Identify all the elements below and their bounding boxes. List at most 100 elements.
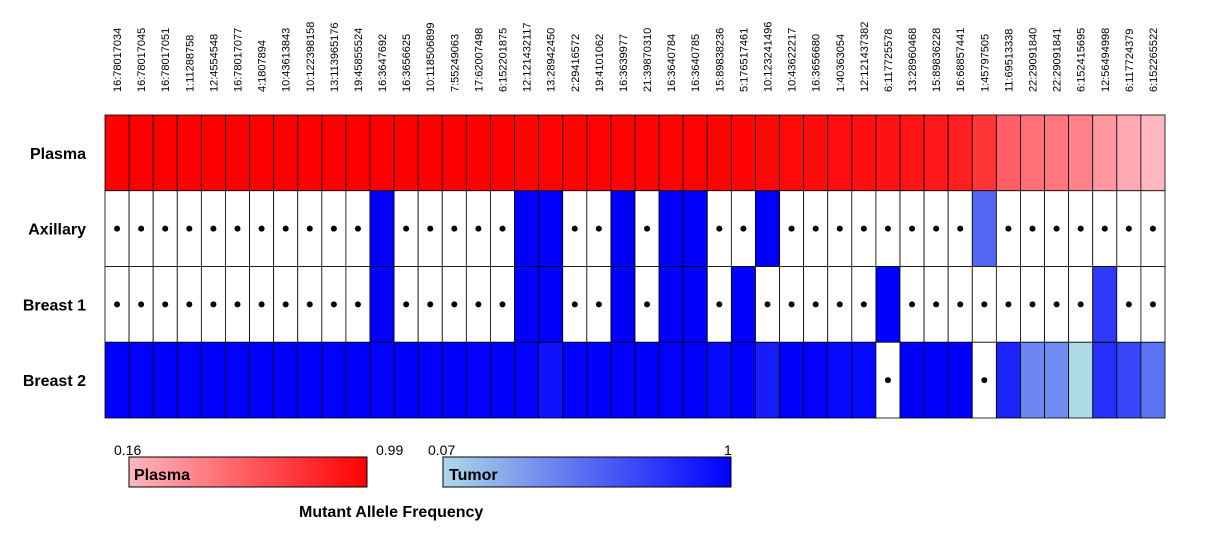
column-label: 13:28960468 xyxy=(907,28,919,92)
heatmap-cell xyxy=(851,341,877,419)
zero-marker-dot xyxy=(499,301,506,308)
heatmap-cell xyxy=(706,341,732,419)
heatmap-cell xyxy=(1116,341,1142,419)
column-label: 13:28942450 xyxy=(546,28,558,92)
heatmap-cell xyxy=(562,341,588,419)
heatmap-cell xyxy=(345,341,371,419)
column-label: 1:40363054 xyxy=(835,34,847,92)
heatmap-cell xyxy=(682,341,708,419)
heatmap-cell xyxy=(225,114,250,192)
column-label: 13:113965176 xyxy=(329,22,341,92)
heatmap-cell xyxy=(273,341,299,419)
zero-marker-dot xyxy=(427,225,434,232)
zero-marker-dot xyxy=(1125,301,1132,308)
heatmap-cell xyxy=(851,114,877,192)
column-label: 6:117724379 xyxy=(1124,29,1136,92)
zero-marker-dot xyxy=(860,225,867,232)
heatmap-cell xyxy=(369,114,395,192)
heatmap-cell xyxy=(393,341,419,419)
plasma-legend-bar xyxy=(128,456,368,488)
zero-marker-dot xyxy=(933,301,940,308)
heatmap-cell xyxy=(947,341,973,419)
heatmap-cell xyxy=(321,341,347,419)
column-label: 2:29416572 xyxy=(570,34,582,92)
column-label: 10:122398158 xyxy=(305,22,317,92)
plasma-legend-max: 0.99 xyxy=(376,442,403,458)
column-label: 16:78017045 xyxy=(136,28,148,92)
column-label: 15:89838236 xyxy=(714,28,726,92)
zero-marker-dot xyxy=(909,225,916,232)
column-label: 6:152265522 xyxy=(1148,28,1160,92)
zero-marker-dot xyxy=(451,225,458,232)
zero-marker-dot xyxy=(499,225,506,232)
heatmap-cell xyxy=(682,114,708,192)
column-label: 22:29091840 xyxy=(1028,28,1040,92)
heatmap-cell xyxy=(875,114,901,192)
column-label: 5:176517461 xyxy=(738,28,750,92)
heatmap-cell xyxy=(200,114,226,192)
heatmap-cell xyxy=(755,190,780,267)
heatmap-cell xyxy=(514,266,540,343)
column-label: 6:117725578 xyxy=(883,29,895,92)
zero-marker-dot xyxy=(788,301,795,308)
heatmap-cell xyxy=(152,266,178,343)
heatmap-cell xyxy=(947,114,973,192)
heatmap-cell xyxy=(273,190,299,267)
zero-marker-dot xyxy=(1125,225,1132,232)
column-label: 12:56494998 xyxy=(1100,28,1112,92)
heatmap-cell xyxy=(538,341,564,419)
heatmap-cell xyxy=(345,114,371,192)
heatmap-cell xyxy=(827,341,853,419)
zero-marker-dot xyxy=(475,225,482,232)
heatmap-cell xyxy=(586,114,612,192)
heatmap-cell xyxy=(1140,114,1166,192)
heatmap-cell xyxy=(417,341,443,419)
column-label: 6:152201875 xyxy=(498,28,510,92)
column-label: 16:3647692 xyxy=(377,34,389,92)
zero-marker-dot xyxy=(595,225,602,232)
zero-marker-dot xyxy=(186,301,193,308)
column-label: 10:118506899 xyxy=(425,22,437,92)
zero-marker-dot xyxy=(354,225,361,232)
heatmap-cell xyxy=(779,341,805,419)
zero-marker-dot xyxy=(812,301,819,308)
heatmap-cell xyxy=(923,114,949,192)
heatmap-cell xyxy=(875,266,901,343)
heatmap-cell xyxy=(176,114,202,192)
heatmap-cell xyxy=(634,341,660,419)
column-label: 11:69513338 xyxy=(1003,29,1015,92)
zero-marker-dot xyxy=(306,301,313,308)
heatmap-cell xyxy=(730,341,756,419)
heatmap-cell xyxy=(923,341,949,419)
heatmap-cell xyxy=(899,341,925,419)
zero-marker-dot xyxy=(836,301,843,308)
zero-marker-dot xyxy=(162,225,169,232)
heatmap-cell xyxy=(971,190,997,267)
heatmap-cell xyxy=(465,341,491,419)
column-label: 10:43613843 xyxy=(281,28,293,92)
heatmap-cell xyxy=(369,190,395,267)
heatmap-cell xyxy=(586,341,612,419)
zero-marker-dot xyxy=(716,225,723,232)
zero-marker-dot xyxy=(330,225,337,232)
heatmap-cell xyxy=(610,114,636,192)
heatmap-cell xyxy=(273,114,299,192)
heatmap-cell xyxy=(128,114,154,192)
zero-marker-dot xyxy=(1053,225,1060,232)
heatmap-cell xyxy=(249,114,275,192)
heatmap-cell xyxy=(995,341,1021,419)
column-label: 16:3639977 xyxy=(618,34,630,92)
zero-marker-dot xyxy=(306,225,313,232)
zero-marker-dot xyxy=(571,225,578,232)
zero-marker-dot xyxy=(282,301,289,308)
column-label: 1:11288758 xyxy=(184,35,196,92)
heatmap-cell xyxy=(1116,114,1142,192)
heatmap-cell xyxy=(514,341,540,419)
plasma-legend-min: 0.16 xyxy=(114,442,141,458)
zero-marker-dot xyxy=(354,301,361,308)
zero-marker-dot xyxy=(764,301,771,308)
column-label: 19:4101062 xyxy=(594,34,606,92)
zero-marker-dot xyxy=(330,301,337,308)
heatmap-cell xyxy=(658,341,684,419)
zero-marker-dot xyxy=(138,301,145,308)
